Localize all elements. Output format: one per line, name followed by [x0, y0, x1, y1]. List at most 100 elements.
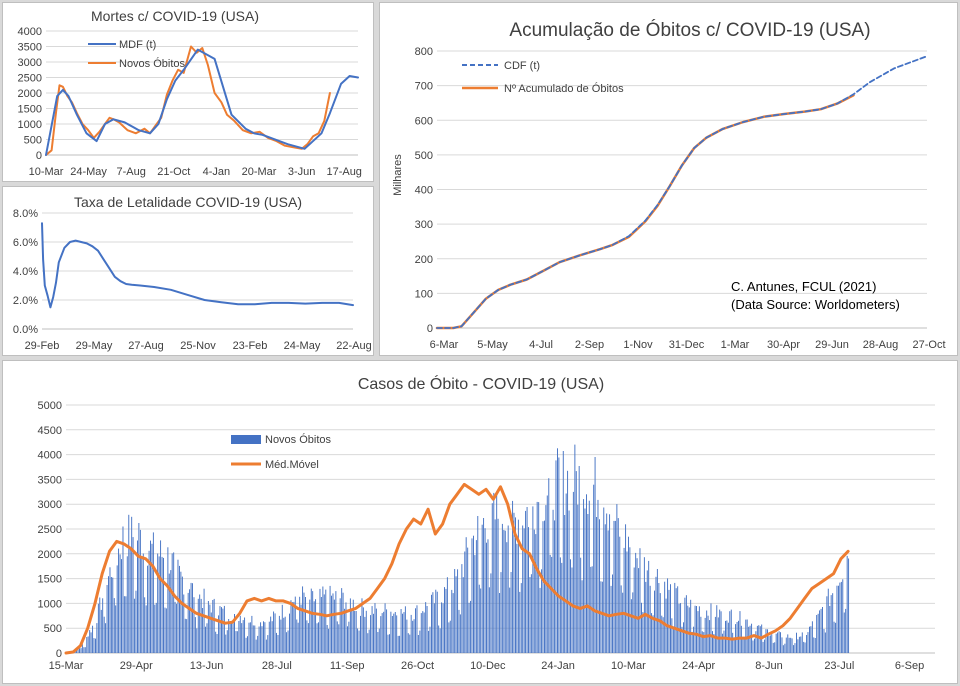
x-tick-label: 10-Mar — [611, 660, 646, 672]
daily-deaths-bar — [713, 634, 715, 653]
daily-deaths-bar — [606, 513, 608, 653]
daily-deaths-bar — [756, 625, 758, 653]
daily-deaths-bar — [703, 632, 705, 653]
daily-deaths-bar — [278, 615, 280, 653]
daily-deaths-bar — [234, 614, 235, 653]
daily-deaths-bar — [578, 466, 580, 653]
daily-deaths-bar — [842, 579, 844, 653]
daily-deaths-bar — [441, 602, 443, 653]
x-tick-label: 22-Aug — [336, 340, 371, 352]
daily-deaths-bar — [846, 555, 848, 653]
daily-deaths-bar — [586, 494, 587, 653]
daily-deaths-bar — [680, 603, 682, 653]
daily-deaths-bar — [835, 622, 837, 653]
x-tick-label: 26-Oct — [401, 660, 434, 672]
daily-deaths-bar — [610, 585, 612, 653]
daily-deaths-bar — [501, 523, 503, 653]
daily-deaths-bar — [394, 612, 396, 653]
daily-deaths-bar — [668, 589, 670, 653]
daily-deaths-bar — [100, 609, 102, 653]
daily-deaths-bar — [798, 636, 800, 653]
chart-panel-cumulative: Acumulação de Óbitos c/ COVID-19 (USA) M… — [379, 2, 958, 356]
daily-deaths-bar — [276, 632, 277, 653]
legend-media-movel-label: Méd.Móvel — [265, 459, 319, 471]
daily-deaths-bar — [826, 596, 828, 653]
daily-deaths-bar — [219, 606, 221, 653]
daily-deaths-bar — [409, 634, 411, 653]
daily-deaths-bar — [429, 626, 431, 653]
daily-deaths-bar — [192, 583, 193, 653]
daily-deaths-bar — [126, 556, 128, 653]
daily-deaths-bar — [354, 611, 356, 653]
daily-deaths-bar — [490, 573, 492, 653]
daily-deaths-bar — [287, 630, 289, 653]
daily-deaths-bar — [558, 457, 560, 653]
daily-deaths-bar — [229, 621, 231, 653]
daily-deaths-bar — [674, 582, 676, 653]
daily-deaths-bar — [137, 540, 138, 653]
daily-deaths-bar — [190, 582, 192, 653]
x-tick-label: 4-Jan — [203, 166, 231, 178]
daily-deaths-bar — [264, 622, 266, 653]
y-tick-label: 3000 — [38, 499, 62, 511]
daily-deaths-bar — [110, 577, 112, 653]
daily-deaths-bar — [813, 637, 815, 653]
daily-deaths-bar — [561, 562, 563, 653]
daily-deaths-bar — [619, 536, 621, 653]
daily-deaths-bar — [500, 572, 502, 653]
daily-deaths-bar — [365, 610, 367, 653]
daily-deaths-bar — [549, 554, 551, 653]
daily-deaths-bar — [528, 527, 529, 653]
legend-novos-obitos-bar-label: Novos Óbitos — [265, 433, 332, 446]
daily-deaths-bar — [160, 540, 162, 653]
y-tick-label: 4500 — [38, 425, 62, 437]
daily-deaths-bar — [339, 598, 341, 653]
daily-deaths-bar — [574, 444, 576, 653]
daily-deaths-bar — [326, 625, 328, 653]
daily-deaths-bar — [445, 588, 447, 653]
daily-deaths-bar — [284, 616, 286, 653]
daily-deaths-bar — [719, 609, 721, 653]
y-tick-label: 4000 — [38, 450, 62, 462]
daily-deaths-bar — [258, 626, 260, 653]
daily-deaths-bar — [449, 620, 451, 653]
daily-deaths-bar — [193, 597, 195, 653]
daily-deaths-bar — [781, 637, 783, 653]
daily-deaths-bar — [758, 625, 760, 653]
daily-deaths-bar — [95, 638, 96, 653]
daily-deaths-bar — [106, 585, 108, 653]
daily-deaths-bar — [290, 600, 292, 653]
daily-deaths-bar — [196, 628, 198, 653]
daily-deaths-bar — [717, 617, 719, 653]
daily-deaths-bar — [273, 611, 275, 653]
daily-deaths-bar — [390, 611, 392, 653]
daily-deaths-bar — [225, 634, 227, 653]
daily-deaths-bar — [641, 602, 642, 653]
author-annotation: C. Antunes, FCUL (2021) — [731, 279, 876, 294]
daily-deaths-bar — [176, 603, 178, 653]
daily-deaths-bar — [239, 615, 241, 653]
daily-deaths-bar — [712, 631, 713, 653]
daily-deaths-bar — [145, 605, 147, 653]
x-tick-label: 30-Apr — [767, 339, 800, 351]
daily-deaths-bar — [103, 616, 105, 653]
daily-deaths-bar — [336, 621, 338, 653]
x-tick-label: 23-Feb — [233, 340, 268, 352]
daily-deaths-bar — [93, 638, 95, 653]
daily-deaths-bar — [328, 628, 330, 653]
daily-deaths-bar — [774, 642, 776, 653]
daily-deaths-bar — [544, 520, 545, 653]
daily-deaths-bar — [515, 517, 516, 653]
daily-deaths-bar — [316, 623, 318, 653]
daily-deaths-bar — [373, 613, 374, 653]
x-tick-label: 1-Nov — [623, 339, 653, 351]
daily-deaths-bar — [83, 647, 85, 653]
daily-deaths-bar — [391, 616, 393, 653]
daily-deaths-bar — [333, 599, 335, 653]
daily-deaths-bar — [407, 633, 409, 653]
daily-deaths-bar — [470, 600, 472, 653]
daily-deaths-bar — [838, 585, 839, 653]
daily-deaths-bar — [772, 642, 774, 653]
daily-deaths-bar — [643, 557, 645, 653]
daily-deaths-bar — [526, 507, 528, 653]
